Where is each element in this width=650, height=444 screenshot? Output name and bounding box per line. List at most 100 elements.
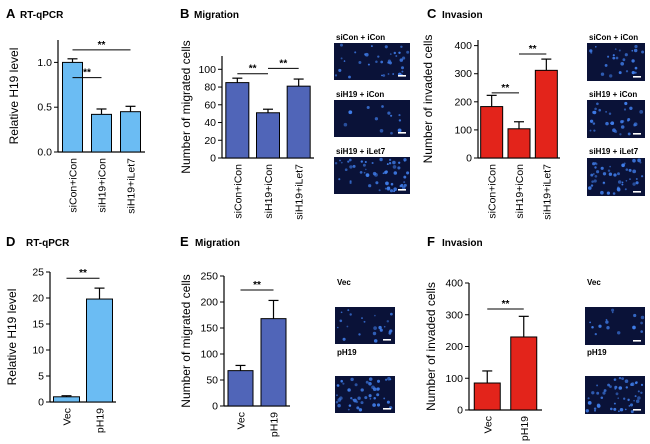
x-category-label: siH19+iCon	[263, 164, 275, 219]
x-category-label: pH19	[269, 412, 281, 437]
bar-2	[91, 113, 112, 153]
cell-dot	[363, 171, 366, 174]
y-axis-label: Number of invaded cells	[424, 282, 438, 411]
cell-dot	[338, 178, 341, 181]
cell-dot	[612, 56, 616, 60]
significance-label: **	[279, 58, 287, 69]
cell-dot	[398, 161, 401, 164]
cell-dot	[343, 60, 346, 62]
cell-dot	[592, 173, 595, 175]
x-category-label: Vec	[62, 408, 74, 426]
scale-bar	[633, 76, 641, 78]
cell-dot	[401, 70, 404, 73]
cell-dot	[640, 330, 643, 333]
panel-title: Migration	[194, 10, 239, 21]
cell-dot	[600, 190, 604, 195]
y-tick-label: 15	[32, 319, 44, 331]
micrograph-caption: siH19 + iLet7	[336, 147, 386, 156]
micrograph-c-3	[587, 158, 645, 196]
cell-dot	[340, 43, 343, 47]
cell-dot	[390, 312, 393, 316]
cell-dot	[402, 56, 406, 60]
panel-f: F Invasion 0 100 200 300 400 Number of invaded …	[424, 234, 542, 441]
cell-dot	[631, 49, 634, 52]
micrograph-f-2	[585, 376, 645, 414]
cell-dot	[379, 328, 383, 332]
bar-3	[534, 69, 558, 159]
cell-dot	[380, 60, 384, 64]
cell-dot	[639, 110, 644, 114]
cell-dot	[640, 383, 644, 386]
bar-2	[256, 112, 280, 159]
cell-dot	[629, 106, 633, 110]
cell-dot	[600, 72, 605, 76]
cell-dot	[605, 121, 609, 126]
cell-dot	[616, 331, 621, 335]
cell-dot	[618, 376, 622, 380]
scale-bar	[398, 75, 406, 77]
scale-bar	[398, 132, 406, 134]
cell-dot	[624, 408, 627, 411]
y-axis-label: Number of invaded cells	[421, 35, 435, 164]
cell-dot	[350, 397, 353, 400]
cell-dot	[363, 320, 366, 323]
cell-dot	[381, 105, 384, 108]
cell-dot	[625, 168, 629, 171]
x-category-label: siH19+iLet7	[541, 164, 553, 220]
x-category-label: siH19+iCon	[97, 158, 109, 213]
cell-dot	[625, 70, 629, 73]
cell-dot	[395, 55, 398, 57]
cell-dot	[624, 101, 628, 106]
cell-dot	[633, 122, 638, 127]
significance-label: **	[98, 40, 106, 51]
cell-dot	[399, 184, 402, 188]
micrograph-caption: Vec	[337, 278, 351, 287]
cell-dot	[632, 158, 636, 163]
cell-dot	[589, 321, 591, 324]
y-tick-label: 20	[204, 135, 216, 147]
micrograph-background	[334, 100, 410, 137]
cell-dot	[634, 395, 637, 398]
cell-dot	[388, 331, 392, 335]
cell-dot	[592, 110, 596, 114]
cell-dot	[364, 53, 367, 56]
cell-dot	[609, 165, 611, 168]
y-tick-label: 300	[445, 309, 463, 321]
cell-dot	[624, 188, 627, 191]
y-tick-label: 0.0	[37, 147, 52, 159]
micrograph-caption: Vec	[587, 278, 601, 287]
cell-dot	[386, 187, 391, 191]
cell-dot	[587, 397, 590, 400]
bar-2	[507, 128, 531, 159]
cell-dot	[623, 108, 627, 111]
panel-e: E Migration 0 50 100 150 200 250 Number of migra…	[179, 234, 290, 437]
cell-dot	[593, 179, 597, 183]
cell-dot	[337, 326, 339, 329]
cell-dot	[621, 377, 625, 381]
panel-title: Invasion	[442, 238, 483, 249]
scale-bar	[633, 340, 641, 342]
cell-dot	[383, 325, 386, 328]
panel-d: D RT-qPCR 0 5 10 15 20 25 Relative H19 level Vec p…	[5, 234, 116, 433]
cell-dot	[607, 383, 611, 387]
bar-1	[53, 396, 80, 403]
cell-dot	[387, 59, 391, 63]
cell-dot	[378, 189, 381, 192]
x-category-label: siCon+iCon	[232, 164, 244, 219]
scale-bar	[633, 409, 641, 411]
cell-dot	[388, 158, 392, 162]
cell-dot	[390, 182, 394, 186]
y-tick-label: 40	[204, 117, 216, 129]
y-tick-label: 200	[200, 297, 218, 309]
cell-dot	[393, 171, 398, 175]
cell-dot	[621, 163, 625, 168]
y-tick-label: 200	[454, 96, 472, 108]
micrograph-e-2	[335, 376, 395, 413]
cell-dot	[613, 173, 617, 177]
cell-dot	[595, 46, 597, 48]
x-category-label: siH19+iLet7	[294, 164, 306, 220]
cell-dot	[375, 181, 379, 185]
cell-dot	[635, 399, 640, 404]
cell-dot	[620, 61, 625, 66]
bar-1	[473, 382, 501, 411]
